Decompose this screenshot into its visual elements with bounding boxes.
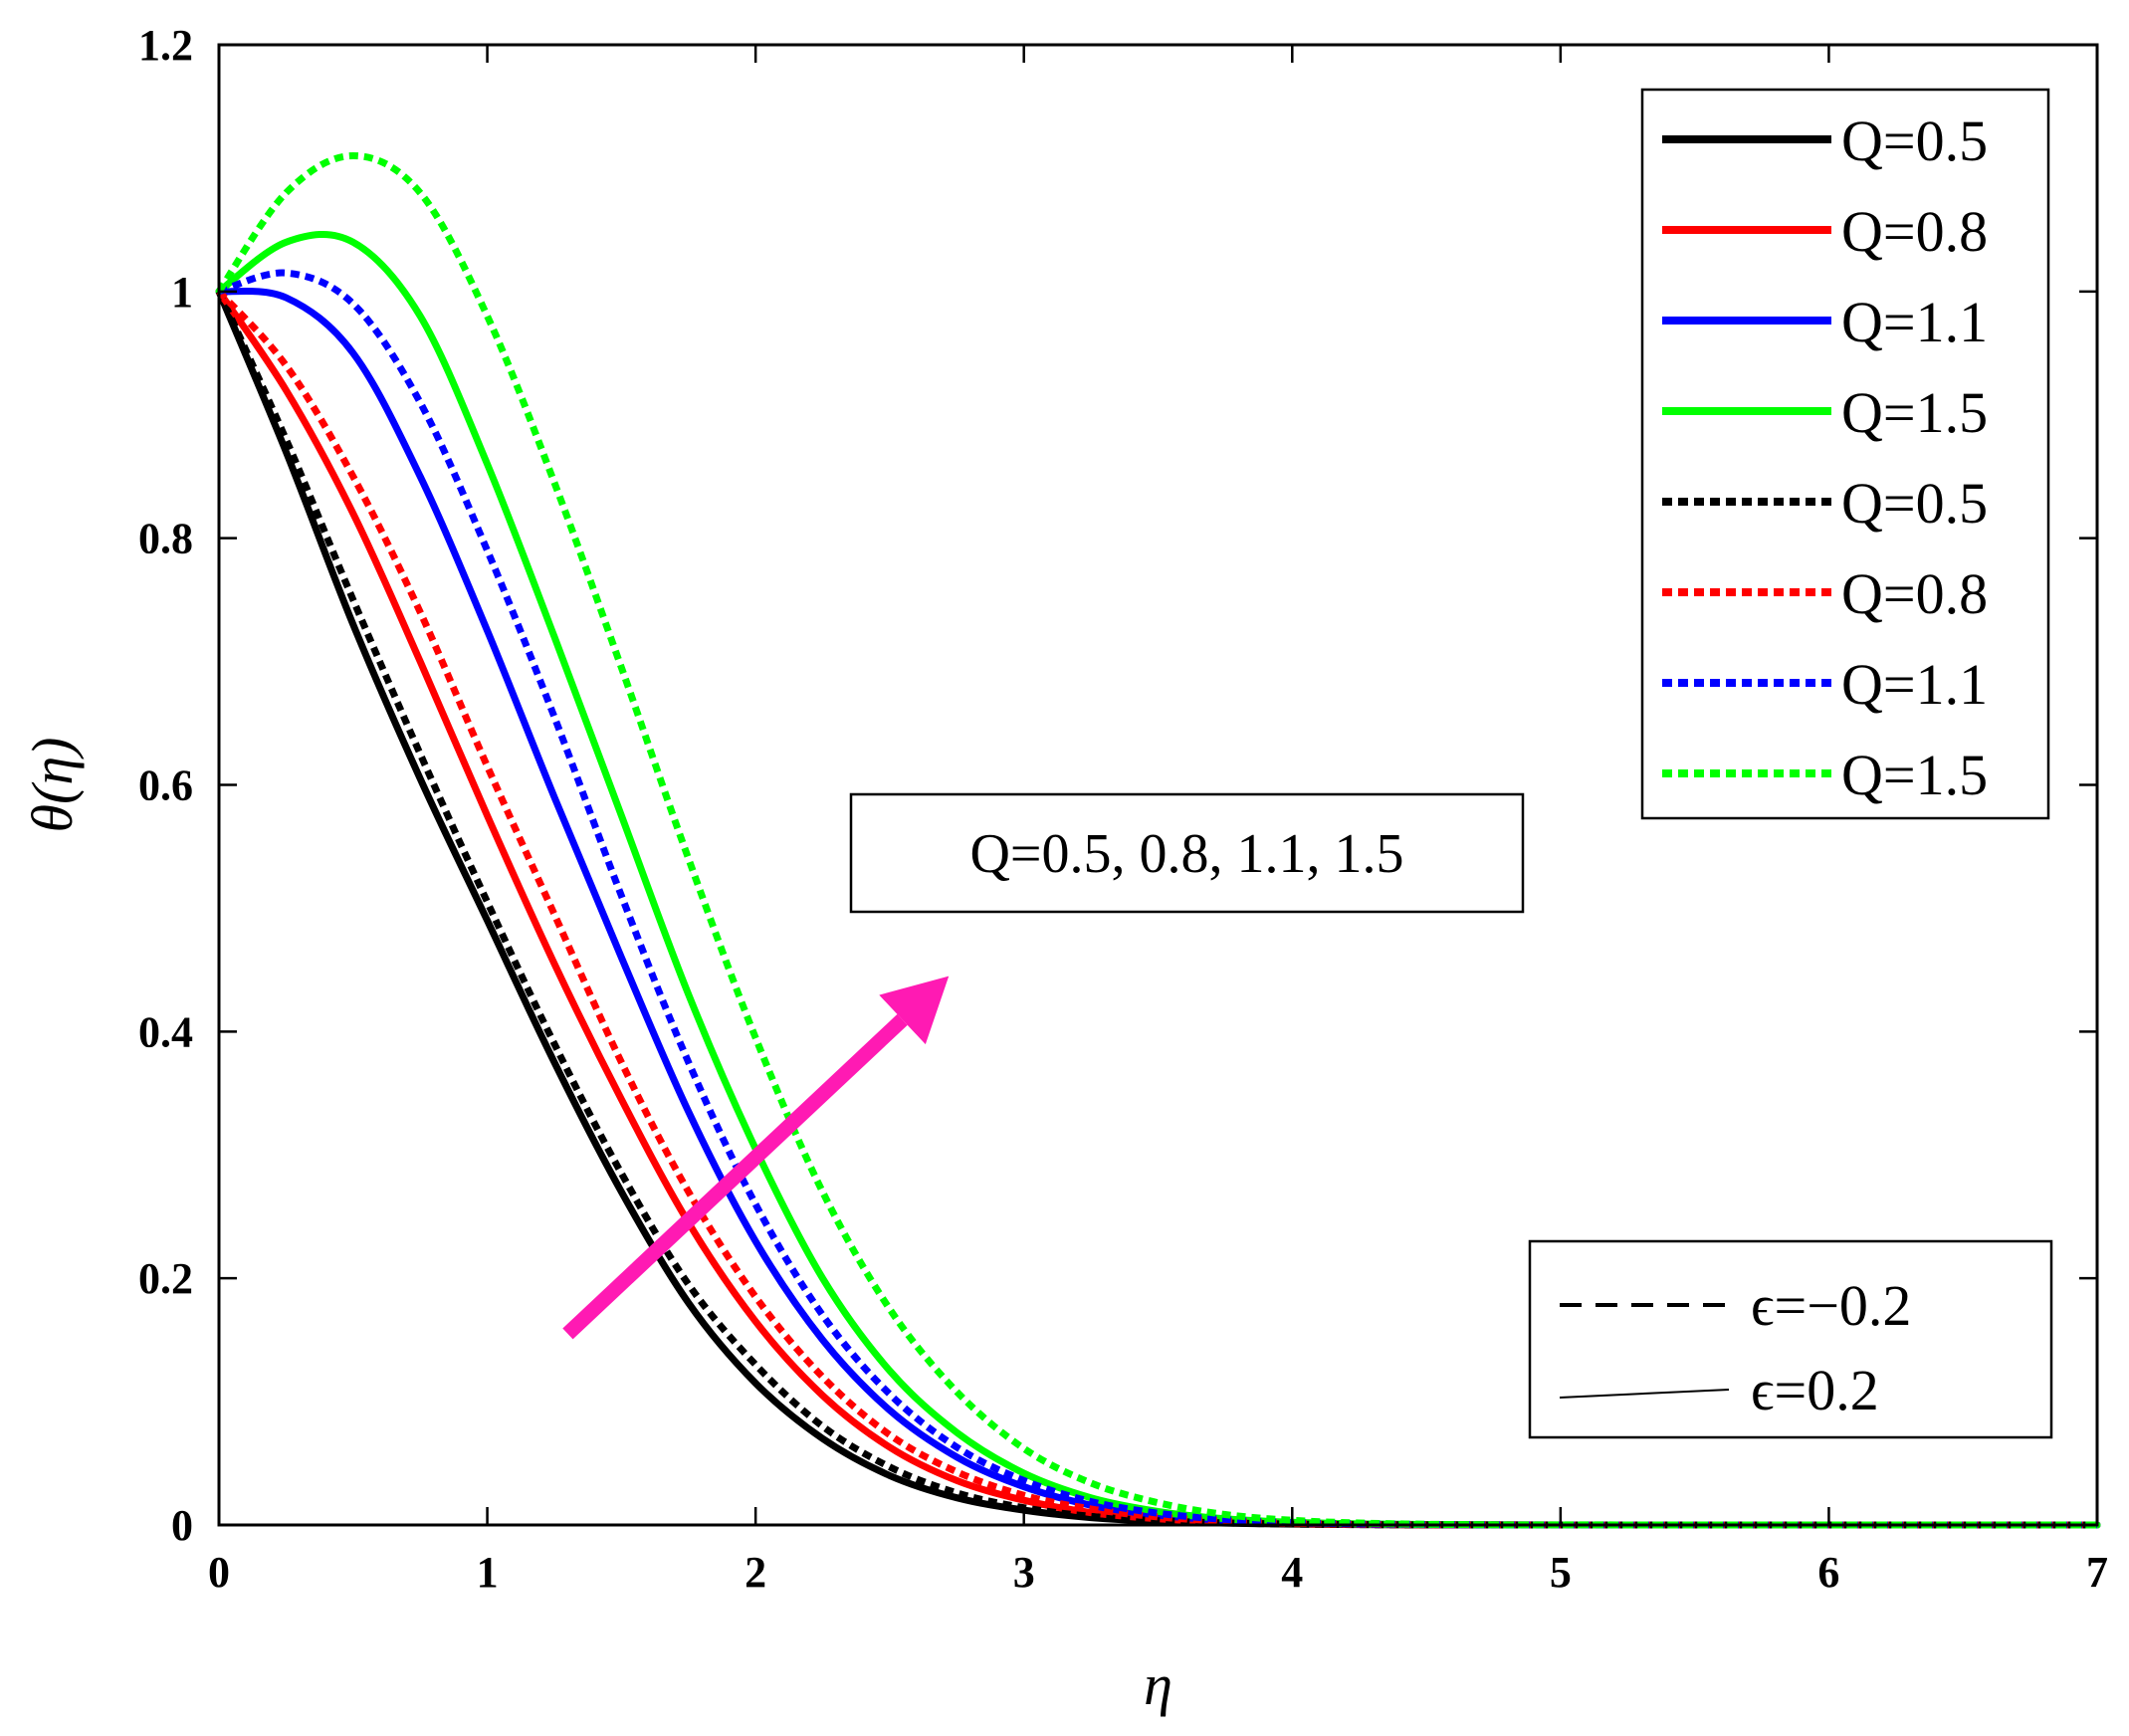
y-tick-label: 0.6: [138, 761, 193, 810]
x-tick-label: 7: [2086, 1548, 2108, 1597]
y-tick-label: 0.4: [138, 1007, 193, 1056]
x-tick-label: 2: [745, 1548, 766, 1597]
x-tick-label: 4: [1281, 1548, 1303, 1597]
ticks-layer: 0 1 2 3 4 5 6 7 0 0.2 0.4 0.6 0.8 1 1.2: [138, 21, 2108, 1597]
trend-arrow: [562, 976, 950, 1340]
legend-frame: [1640, 88, 2050, 820]
y-axis-label: θ(η): [20, 738, 85, 833]
x-tick-label: 0: [208, 1548, 230, 1597]
legend-label: Q=1.1: [1841, 290, 1988, 354]
legend-label: Q=0.8: [1841, 199, 1988, 264]
legend-label: Q=1.5: [1841, 743, 1988, 807]
y-tick-label: 0: [171, 1501, 193, 1550]
x-axis-label: η: [1144, 1652, 1172, 1717]
line-style-legend: ϵ=−0.2 ϵ=0.2: [1528, 1239, 2053, 1439]
trend-arrow-shaft: [562, 1013, 908, 1340]
legend-label: Q=1.1: [1841, 652, 1988, 717]
legend-label: Q=0.8: [1841, 561, 1988, 626]
series-line-Q-0-5-dashed: [215, 290, 2097, 1529]
legend-label: Q=1.5: [1841, 380, 1988, 445]
series-legend: Q=0.5 Q=0.8 Q=1.1 Q=1.5 Q=0.5 Q=0.8 Q=1.1 Q=1.5: [1640, 88, 2050, 820]
x-tick-label: 3: [1013, 1548, 1035, 1597]
x-tick-label: 1: [477, 1548, 499, 1597]
style-legend-label: ϵ=−0.2: [1751, 1273, 1911, 1338]
parameter-box-frame: [849, 792, 1525, 914]
style-legend-frame: [1528, 1239, 2053, 1439]
parameter-annotation-text: Q=0.5, 0.8, 1.1, 1.5: [969, 823, 1403, 885]
style-legend-label: ϵ=0.2: [1751, 1358, 1879, 1422]
x-tick-label: 6: [1817, 1548, 1839, 1597]
y-tick-label: 1: [171, 268, 193, 317]
parameter-annotation-box: Q=0.5, 0.8, 1.1, 1.5: [849, 792, 1525, 914]
legend-label: Q=0.5: [1841, 108, 1988, 173]
y-tick-label: 0.8: [138, 515, 193, 563]
style-legend-swatch: [1559, 1389, 1730, 1399]
trend-arrow-head: [879, 976, 950, 1045]
y-tick-label: 0.2: [138, 1254, 193, 1303]
legend-label: Q=0.5: [1841, 471, 1988, 536]
y-tick-label: 1.2: [138, 21, 193, 70]
x-tick-label: 5: [1550, 1548, 1572, 1597]
